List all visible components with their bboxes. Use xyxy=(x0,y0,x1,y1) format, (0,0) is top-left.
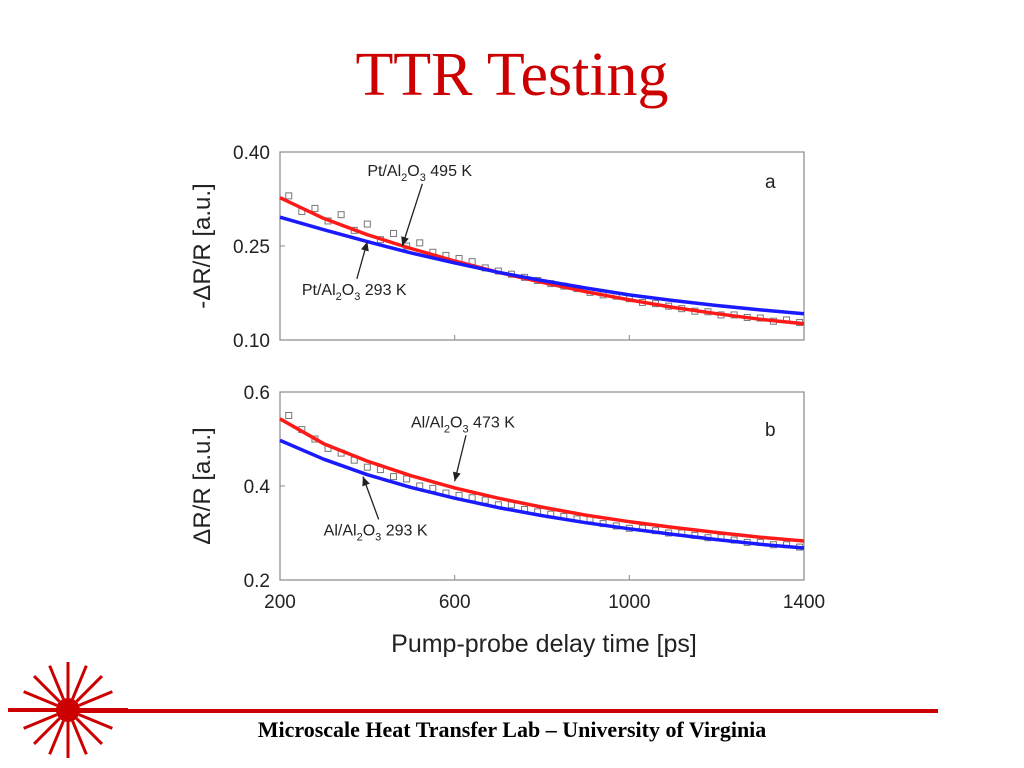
plot-frame xyxy=(279,391,805,581)
series-label: Al/Al2O3 293 K xyxy=(324,522,428,543)
chart-panel-a: 0.400.250.10-ΔR/R [a.u.]Pt/Al2O3 495 KPt… xyxy=(189,143,805,352)
y-axis-label: ΔR/R [a.u.] xyxy=(189,427,216,544)
laser-ray xyxy=(75,674,104,703)
series-label-part: Pt/Al xyxy=(367,163,401,180)
laser-ray xyxy=(48,720,65,755)
series-label-part: 293 K xyxy=(360,282,407,299)
series-label-part: 2 xyxy=(357,531,363,543)
laser-ray xyxy=(32,717,61,746)
series-label: Al/Al2O3 473 K xyxy=(411,414,515,435)
laser-ray xyxy=(23,713,58,730)
series-label-part: 2 xyxy=(401,172,407,184)
data-point xyxy=(311,204,319,212)
data-point xyxy=(403,475,411,483)
series-label-part: Pt/Al xyxy=(302,282,336,299)
series-line-1 xyxy=(279,438,805,550)
x-tick-label: 1400 xyxy=(783,592,825,613)
y-tick-label: 0.10 xyxy=(233,331,270,352)
series-label-part: O xyxy=(363,522,375,539)
series-label-part: 3 xyxy=(420,172,426,184)
series-label-part: Al/Al xyxy=(411,414,444,431)
ttr-figure: 0.400.250.10-ΔR/R [a.u.]Pt/Al2O3 495 KPt… xyxy=(189,143,825,658)
footer-text: Microscale Heat Transfer Lab – Universit… xyxy=(257,717,767,742)
data-point xyxy=(416,239,424,247)
series-line-0 xyxy=(279,196,805,326)
series-line-1 xyxy=(279,215,805,316)
laser-burst-rays xyxy=(20,662,116,758)
data-point xyxy=(429,484,437,492)
series-label-part: 293 K xyxy=(381,522,428,539)
series-label-part: 3 xyxy=(375,531,381,543)
laser-ray xyxy=(71,665,88,700)
laser-ray xyxy=(23,690,58,707)
series-label-part: 3 xyxy=(354,291,360,303)
series-label-part: 473 K xyxy=(469,414,516,431)
panel-label: b xyxy=(765,420,776,441)
x-axis-label: Pump-probe delay time [ps] xyxy=(391,630,697,658)
annotation-arrowhead xyxy=(361,241,369,252)
data-point xyxy=(363,220,371,228)
series-label-part: 2 xyxy=(336,291,342,303)
data-point xyxy=(337,211,345,219)
x-tick-label: 200 xyxy=(264,592,296,613)
y-tick-label: 0.40 xyxy=(233,143,270,164)
y-tick-label: 0.4 xyxy=(244,477,271,498)
series-label-part: O xyxy=(342,282,354,299)
series-line-0 xyxy=(279,417,805,543)
y-tick-label: 0.6 xyxy=(244,383,270,404)
laser-burst-icon xyxy=(8,662,128,758)
series-label-part: 2 xyxy=(444,423,450,435)
laser-ray xyxy=(71,720,88,755)
data-point xyxy=(285,412,293,419)
y-tick-label: 0.2 xyxy=(244,571,270,592)
annotation-arrow xyxy=(401,183,423,247)
laser-ray xyxy=(78,713,113,730)
panel-label: a xyxy=(765,172,776,193)
data-point xyxy=(285,192,293,200)
laser-ray xyxy=(78,690,113,707)
series-label-part: 495 K xyxy=(426,163,473,180)
x-tick-label: 600 xyxy=(439,592,471,613)
footer-divider xyxy=(58,709,938,713)
data-point xyxy=(363,463,371,471)
data-point xyxy=(481,496,489,504)
series-label-part: O xyxy=(407,163,419,180)
y-axis-label: -ΔR/R [a.u.] xyxy=(189,183,216,308)
series-label-part: 3 xyxy=(462,423,468,435)
data-point xyxy=(390,473,398,481)
slide-title: TTR Testing xyxy=(355,41,669,109)
y-tick-label: 0.25 xyxy=(233,237,270,258)
series-label-part: Al/Al xyxy=(324,522,357,539)
x-tick-label: 1000 xyxy=(608,592,650,613)
series-label: Pt/Al2O3 495 K xyxy=(367,163,472,184)
data-point xyxy=(390,229,398,237)
plot-frame xyxy=(279,151,805,341)
series-label-part: O xyxy=(450,414,462,431)
laser-ray xyxy=(32,674,61,703)
laser-ray xyxy=(48,665,65,700)
annotation-arrowhead xyxy=(452,471,461,482)
laser-ray xyxy=(75,717,104,746)
annotation-arrowhead xyxy=(401,236,409,246)
series-label: Pt/Al2O3 293 K xyxy=(302,282,407,303)
annotation-arrowhead xyxy=(362,476,370,487)
